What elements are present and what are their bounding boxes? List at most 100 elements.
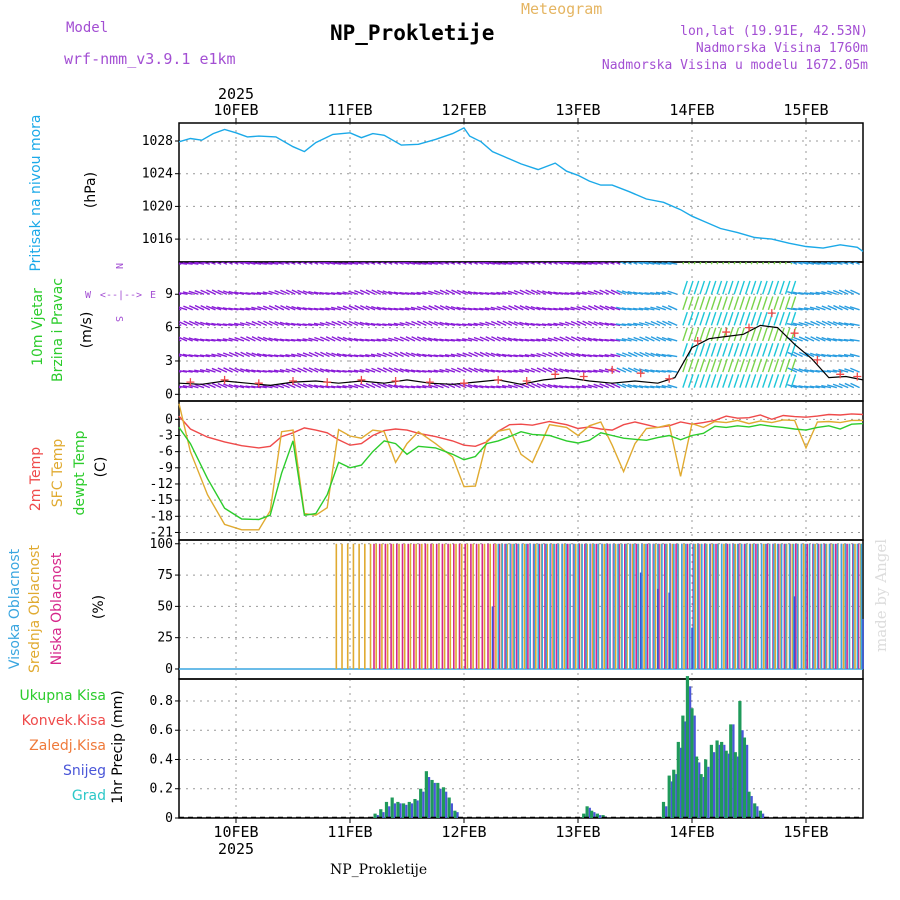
y-tick-label: 100 (150, 537, 173, 552)
wind-barb (576, 291, 587, 295)
wind-barb (727, 262, 730, 265)
wind-barb (779, 262, 782, 265)
wind-barb (756, 296, 763, 311)
wind-barb (792, 322, 803, 327)
wind-barb (353, 262, 364, 265)
wind-barb (236, 262, 245, 265)
wind-barb (613, 262, 621, 265)
wind-barb (739, 262, 742, 265)
wind-barb (314, 367, 325, 373)
wind-barb (661, 291, 672, 295)
wind-barb (826, 354, 837, 358)
wind-barb (507, 354, 518, 358)
wind-barb (433, 369, 444, 373)
wind-barb (496, 305, 507, 311)
wind-barb (762, 327, 768, 342)
wind-barb (388, 351, 399, 358)
wind-barb (633, 291, 644, 295)
wind-barb (547, 323, 558, 327)
wind-barb (393, 336, 404, 342)
wind-barb (382, 383, 393, 389)
wind-barb (348, 384, 359, 389)
wind-barb (587, 305, 598, 311)
wind-barb (542, 383, 553, 389)
wind-barb (627, 351, 638, 358)
wind-barb (183, 336, 193, 342)
wind-barb (359, 305, 370, 311)
wind-barb (342, 369, 353, 373)
wind-barb (519, 338, 530, 342)
wind-barb (365, 305, 376, 311)
wind-barb (222, 307, 233, 311)
wind-barb (188, 337, 199, 342)
wind-barb (767, 262, 770, 265)
temp-label-2m: 2m Temp (28, 447, 44, 511)
wind-barb (240, 351, 250, 358)
wind-barb (762, 296, 768, 311)
wind-barb (473, 291, 484, 295)
wind-barb (473, 322, 484, 327)
wind-barb (650, 352, 661, 358)
wind-barb (539, 262, 547, 265)
wind-barb (450, 322, 461, 327)
wind-barb (422, 291, 433, 295)
wind-barb (194, 304, 205, 311)
wind-barb (336, 305, 347, 311)
wind-barb (501, 262, 512, 265)
wind-barb (682, 343, 688, 357)
wind-barb (767, 280, 774, 295)
wind-barb (496, 385, 507, 389)
wind-barb (621, 323, 632, 327)
wind-barb (682, 296, 688, 311)
wind-barb (382, 367, 393, 373)
wind-barb (251, 352, 262, 358)
wind-barb (622, 367, 632, 373)
wind-barb (507, 337, 518, 342)
wind-barb (575, 262, 587, 265)
wind-barb (291, 322, 302, 327)
wind-barb (850, 367, 860, 373)
wind-barb (750, 327, 757, 342)
wind-barb (779, 358, 785, 373)
y-tick-label: 1024 (142, 167, 173, 182)
wind-barb (290, 338, 302, 342)
wind-barb (206, 382, 216, 389)
wind-barb (530, 338, 541, 342)
wind-barb (619, 262, 627, 265)
wind-barb (262, 262, 273, 265)
wind-barb (710, 262, 713, 265)
wind-barb (756, 311, 763, 326)
wind-barb (564, 262, 575, 265)
wind-barb (410, 385, 421, 389)
wind-barb (693, 311, 700, 326)
wind-barb (827, 304, 838, 311)
wind-barb (733, 296, 740, 311)
wind-barb (693, 374, 700, 388)
wind-barb (793, 367, 803, 373)
wind-barb (722, 311, 728, 326)
precip-bar (738, 700, 742, 818)
wind-barb (365, 382, 376, 389)
temperature-frame (178, 400, 864, 541)
wind-barb (722, 374, 728, 388)
wind-barb (467, 307, 478, 311)
wind-barb (439, 368, 450, 373)
wind-barb (650, 369, 661, 373)
wind-barb (399, 307, 410, 311)
wind-barb (779, 296, 785, 311)
wind-barb (502, 305, 513, 311)
wind-barb (311, 262, 319, 265)
wind-barb (188, 320, 199, 327)
wind-barb (699, 358, 706, 373)
wind-barb (693, 296, 700, 311)
wind-barb (313, 322, 324, 327)
snow-bar (598, 815, 602, 818)
temp-series-1 (178, 403, 863, 531)
wind-barb (779, 374, 785, 388)
wind-barb (274, 289, 285, 295)
wind-barb (582, 305, 592, 311)
wind-barb (439, 305, 450, 311)
wind-barb (216, 323, 227, 327)
wind-barb (756, 327, 763, 342)
wind-barb (308, 290, 319, 295)
